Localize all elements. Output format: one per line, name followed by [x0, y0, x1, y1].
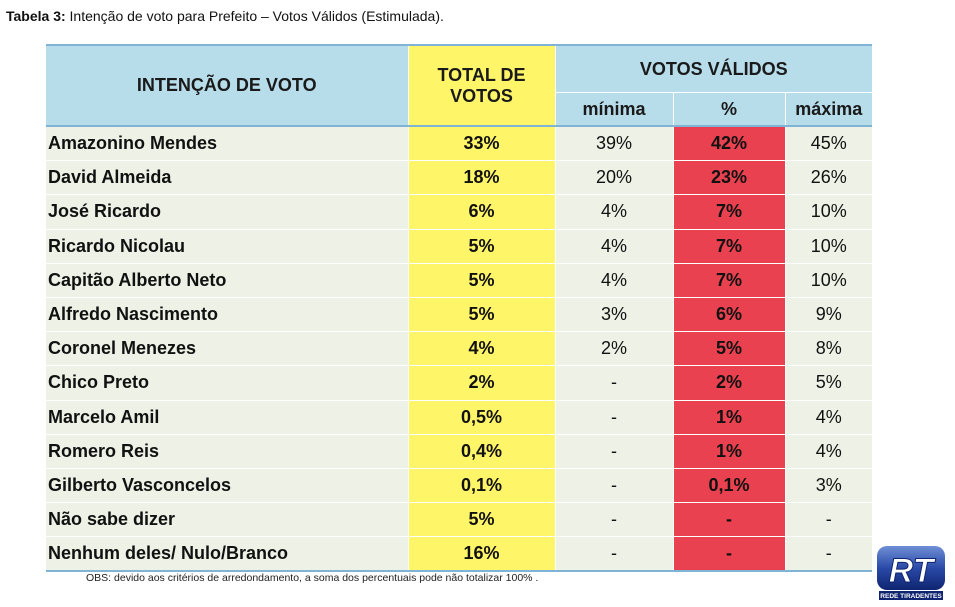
candidate-name-cell: Marcelo Amil — [46, 400, 408, 435]
candidate-name-cell: Coronel Menezes — [46, 331, 408, 367]
candidate-name-cell: David Almeida — [46, 160, 408, 196]
total-votes-cell: 33% — [407, 126, 556, 162]
svg-text:RT: RT — [889, 552, 937, 590]
total-votes-cell: 0,5% — [407, 400, 556, 435]
header-total: TOTAL DE VOTOS — [408, 45, 556, 126]
vote-intention-table: INTENÇÃO DE VOTO TOTAL DE VOTOS VOTOS VÁ… — [46, 44, 873, 573]
percent-cell: 1% — [672, 434, 786, 469]
rede-tiradentes-logo: RT REDE TIRADENTES — [875, 544, 947, 602]
total-votes-cell: 5% — [407, 263, 556, 298]
minimum-cell: - — [555, 502, 673, 538]
table-row: Ricardo Nicolau 5% 4% 7% 10% — [46, 229, 873, 264]
total-votes-cell: 2% — [407, 365, 556, 401]
percent-cell: - — [672, 536, 786, 573]
table-row: Não sabe dizer 5% - - - — [46, 502, 873, 538]
table-row: Amazonino Mendes 33% 39% 42% 45% — [46, 126, 873, 162]
maximum-cell: 4% — [785, 434, 873, 469]
candidate-name-cell: Gilberto Vasconcelos — [46, 468, 408, 504]
header-maxima: máxima — [785, 92, 873, 126]
maximum-cell: 4% — [785, 400, 873, 435]
percent-cell: 7% — [672, 263, 786, 298]
maximum-cell: 45% — [785, 126, 873, 162]
minimum-cell: - — [555, 536, 673, 573]
table-row: Nenhum deles/ Nulo/Branco 16% - - - — [46, 536, 873, 573]
table-row: Romero Reis 0,4% -1% 4% — [46, 434, 873, 469]
table-row: David Almeida 18% 20% 23% 26% — [46, 160, 873, 196]
percent-cell: 7% — [672, 229, 786, 264]
table-row: Chico Preto 2% -2% 5% — [46, 365, 873, 401]
footnote-obs: OBS: devido aos critérios de arredondame… — [86, 572, 539, 584]
table-title: Tabela 3: Intenção de voto para Prefeito… — [6, 8, 444, 24]
candidate-name-cell: Nenhum deles/ Nulo/Branco — [46, 536, 408, 573]
header-intencao: INTENÇÃO DE VOTO — [46, 45, 409, 126]
header-minima: mínima — [555, 92, 674, 126]
candidate-name-cell: José Ricardo — [46, 194, 408, 230]
total-votes-cell: 5% — [407, 297, 556, 333]
table-row: José Ricardo 6% 4% 7% 10% — [46, 194, 873, 230]
percent-cell: 42% — [672, 126, 786, 162]
total-votes-cell: 6% — [407, 194, 556, 230]
header-votos-validos: VOTOS VÁLIDOS — [555, 45, 873, 93]
percent-cell: 23% — [672, 160, 786, 196]
maximum-cell: 3% — [785, 468, 873, 504]
table-row: Capitão Alberto Neto 5% 4% 7% 10% — [46, 263, 873, 298]
maximum-cell: 9% — [785, 297, 873, 333]
minimum-cell: - — [555, 365, 673, 401]
total-votes-cell: 18% — [407, 160, 556, 196]
candidate-name-cell: Romero Reis — [46, 434, 408, 469]
maximum-cell: - — [785, 536, 873, 573]
header-total-line1: TOTAL DE — [437, 64, 526, 85]
maximum-cell: 5% — [785, 365, 873, 401]
table-row: Coronel Menezes 4% 2% 5% 8% — [46, 331, 873, 367]
minimum-cell: 4% — [555, 194, 673, 230]
header-total-line2: VOTOS — [450, 85, 513, 106]
svg-text:REDE TIRADENTES: REDE TIRADENTES — [880, 593, 942, 600]
table-title-text: Intenção de voto para Prefeito – Votos V… — [65, 8, 444, 24]
candidate-name-cell: Chico Preto — [46, 365, 408, 401]
table-title-label: Tabela 3: — [6, 8, 66, 24]
total-votes-cell: 5% — [407, 502, 556, 538]
total-votes-cell: 5% — [407, 229, 556, 264]
minimum-cell: 2% — [555, 331, 673, 367]
minimum-cell: - — [555, 468, 673, 504]
maximum-cell: 10% — [785, 229, 873, 264]
percent-cell: 1% — [672, 400, 786, 435]
minimum-cell: - — [555, 434, 673, 469]
total-votes-cell: 0,1% — [407, 468, 556, 504]
maximum-cell: 10% — [785, 194, 873, 230]
minimum-cell: 20% — [555, 160, 673, 196]
total-votes-cell: 16% — [407, 536, 556, 573]
maximum-cell: 8% — [785, 331, 873, 367]
minimum-cell: 39% — [555, 126, 673, 162]
percent-cell: 5% — [672, 331, 786, 367]
percent-cell: 0,1% — [672, 468, 786, 504]
total-votes-cell: 4% — [407, 331, 556, 367]
table-row: Marcelo Amil 0,5% -1% 4% — [46, 400, 873, 435]
percent-cell: 6% — [672, 297, 786, 333]
minimum-cell: - — [555, 400, 673, 435]
minimum-cell: 3% — [555, 297, 673, 333]
candidate-name-cell: Não sabe dizer — [46, 502, 408, 538]
table-row: Gilberto Vasconcelos 0,1% -0,1% 3% — [46, 468, 873, 504]
candidate-name-cell: Alfredo Nascimento — [46, 297, 408, 333]
table-row: Alfredo Nascimento 5% 3% 6% 9% — [46, 297, 873, 333]
percent-cell: 2% — [672, 365, 786, 401]
table-body: Amazonino Mendes 33% 39% 42% 45% David Almeid… — [46, 126, 873, 573]
minimum-cell: 4% — [555, 263, 673, 298]
maximum-cell: 26% — [785, 160, 873, 196]
total-votes-cell: 0,4% — [407, 434, 556, 469]
candidate-name-cell: Ricardo Nicolau — [46, 229, 408, 264]
percent-cell: 7% — [672, 194, 786, 230]
maximum-cell: 10% — [785, 263, 873, 298]
maximum-cell: - — [785, 502, 873, 538]
percent-cell: - — [672, 502, 786, 538]
header-percent: % — [673, 92, 786, 126]
minimum-cell: 4% — [555, 229, 673, 264]
candidate-name-cell: Capitão Alberto Neto — [46, 263, 408, 298]
candidate-name-cell: Amazonino Mendes — [46, 126, 408, 162]
